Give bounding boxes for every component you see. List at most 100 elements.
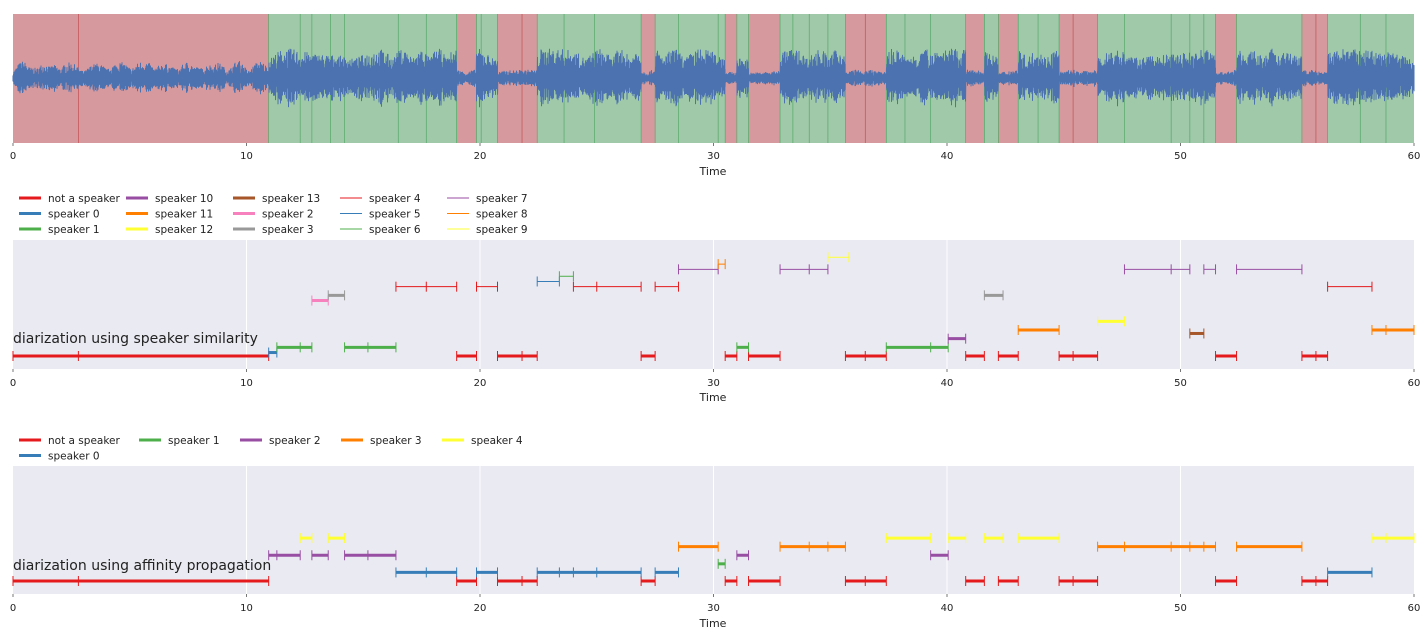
legend-label: speaker 6 [369, 224, 421, 236]
legend-label: speaker 2 [269, 435, 321, 447]
legend-entry: speaker 4 [442, 435, 523, 447]
x-tick-label: 20 [474, 603, 487, 614]
legend-label: speaker 1 [168, 435, 220, 447]
affinity-legend: not a speaker speaker 0 speaker 1 speaker 2… [19, 435, 523, 463]
series-speaker-3 [677, 541, 1303, 552]
series-speaker-4 [395, 281, 1373, 292]
x-tick-label: 40 [941, 151, 954, 162]
x-tick-label: 10 [240, 603, 253, 614]
legend-label: speaker 3 [262, 224, 314, 236]
legend-label: speaker 2 [262, 209, 314, 221]
series-speaker-11 [1017, 325, 1415, 335]
affinity-grid [246, 466, 1181, 594]
legend-entry: speaker 9 [447, 224, 528, 236]
legend-entry: speaker 3 [341, 435, 422, 447]
similarity-x-ticks: 0 10 20 30 40 50 60 [10, 369, 1421, 389]
x-tick-label: 0 [10, 151, 16, 162]
legend-entry: speaker 11 [126, 209, 213, 221]
legend-label: speaker 4 [369, 193, 421, 205]
legend-entry: speaker 2 [240, 435, 321, 447]
legend-entry: speaker 10 [126, 193, 213, 205]
legend-label: speaker 10 [155, 193, 213, 205]
series-speaker-12 [1097, 316, 1125, 327]
legend-label: speaker 7 [476, 193, 528, 205]
legend-label: speaker 11 [155, 209, 213, 221]
legend-entry: speaker 13 [233, 193, 320, 205]
x-tick-label: 30 [707, 378, 720, 389]
legend-label: speaker 9 [476, 224, 528, 236]
series-speaker-1 [276, 342, 949, 353]
x-tick-label: 40 [941, 378, 954, 389]
legend-label: speaker 5 [369, 209, 421, 221]
affinity-title: diarization using affinity propagation [13, 558, 271, 574]
series-speaker-2 [268, 550, 949, 561]
series-speaker-4 [299, 533, 1415, 544]
x-tick-label: 30 [707, 603, 720, 614]
legend-entry: speaker 4 [340, 193, 421, 205]
legend-label: speaker 0 [48, 209, 100, 221]
similarity-title: diarization using speaker similarity [13, 331, 258, 347]
x-tick-label: 20 [474, 151, 487, 162]
legend-entry: speaker 6 [340, 224, 421, 236]
series-speaker-6 [558, 271, 574, 282]
series-speaker-1 [717, 558, 726, 569]
series-speaker-0 [395, 567, 1373, 578]
legend-entry: speaker 5 [340, 209, 421, 221]
legend-entry: speaker 7 [447, 193, 528, 205]
similarity-panel: not a speaker speaker 0 speaker 1 speaker 1… [10, 193, 1421, 404]
x-tick-label: 40 [941, 603, 954, 614]
waveform-panel: 0 10 20 30 40 50 60 Time [10, 14, 1421, 178]
legend-label: speaker 0 [48, 451, 100, 463]
legend-entry: speaker 0 [19, 451, 100, 463]
similarity-legend: not a speaker speaker 0 speaker 1 speaker 1… [19, 193, 528, 236]
similarity-x-label: Time [699, 391, 727, 404]
affinity-segments [12, 533, 1415, 586]
affinity-x-ticks: 0 10 20 30 40 50 60 [10, 594, 1421, 614]
series-speaker-10 [947, 333, 967, 344]
legend-entry: speaker 12 [126, 224, 213, 236]
legend-entry: not a speaker [19, 435, 121, 447]
similarity-grid [246, 240, 1181, 369]
legend-label: speaker 8 [476, 209, 528, 221]
series-not-a-speaker [12, 351, 1329, 361]
series-speaker-9 [827, 252, 850, 263]
x-tick-label: 50 [1174, 603, 1187, 614]
waveform-x-label: Time [699, 165, 727, 178]
legend-label: speaker 4 [471, 435, 523, 447]
x-tick-label: 50 [1174, 378, 1187, 389]
legend-entry: speaker 1 [139, 435, 220, 447]
legend-entry: not a speaker [19, 193, 121, 205]
x-tick-label: 60 [1408, 378, 1421, 389]
legend-label: speaker 3 [370, 435, 422, 447]
legend-entry: speaker 1 [19, 224, 100, 236]
legend-label: speaker 12 [155, 224, 213, 236]
series-speaker-13 [1189, 328, 1205, 339]
audio-waveform [12, 48, 1415, 108]
legend-entry: speaker 3 [233, 224, 314, 236]
series-speaker-8 [717, 259, 726, 270]
x-tick-label: 50 [1174, 151, 1187, 162]
legend-label: speaker 1 [48, 224, 100, 236]
similarity-segments [12, 252, 1415, 361]
legend-label: not a speaker [48, 435, 121, 447]
legend-label: not a speaker [48, 193, 121, 205]
waveform-x-ticks: 0 10 20 30 40 50 60 [10, 143, 1421, 162]
series-speaker-7 [677, 264, 1303, 275]
x-tick-label: 30 [707, 151, 720, 162]
series-not-a-speaker [12, 576, 1329, 586]
series-speaker-3 [327, 290, 1004, 301]
legend-entry: speaker 8 [447, 209, 528, 221]
affinity-panel: not a speaker speaker 0 speaker 1 speaker 2… [10, 435, 1421, 630]
legend-entry: speaker 0 [19, 209, 100, 221]
x-tick-label: 10 [240, 378, 253, 389]
legend-entry: speaker 2 [233, 209, 314, 221]
x-tick-label: 0 [10, 603, 16, 614]
affinity-x-label: Time [699, 617, 727, 630]
x-tick-label: 60 [1408, 151, 1421, 162]
x-tick-label: 10 [240, 151, 253, 162]
legend-label: speaker 13 [262, 193, 320, 205]
x-tick-label: 20 [474, 378, 487, 389]
x-tick-label: 0 [10, 378, 16, 389]
x-tick-label: 60 [1408, 603, 1421, 614]
